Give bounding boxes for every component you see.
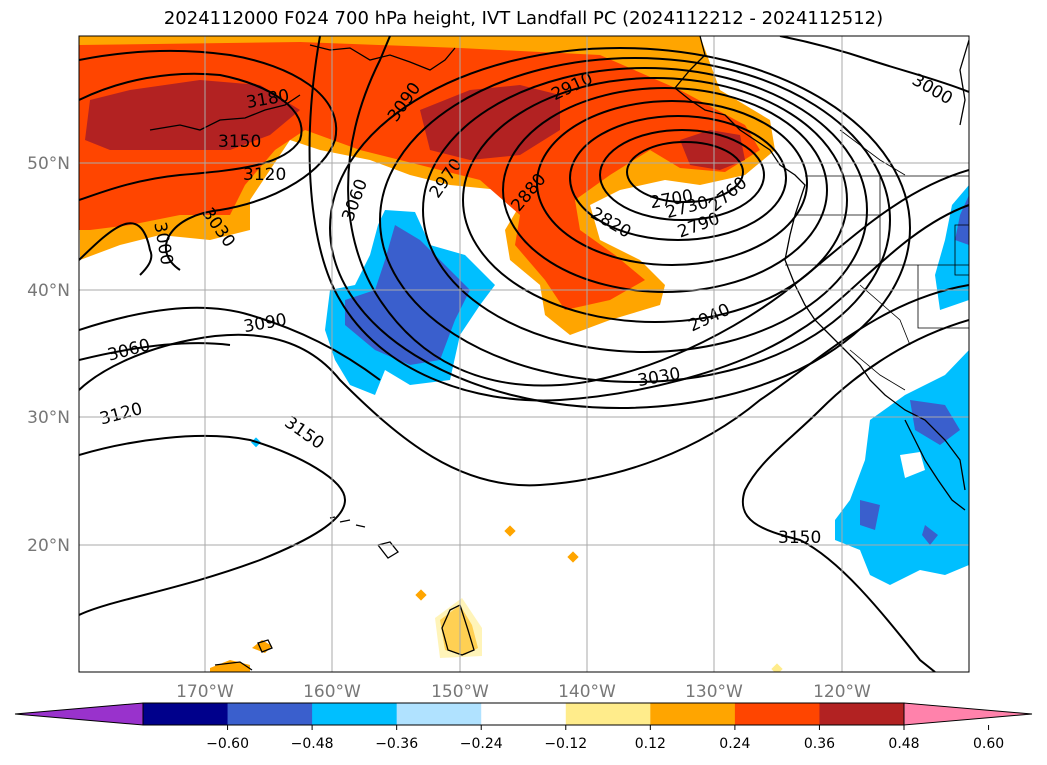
colorbar-frame [142, 702, 905, 726]
lat-tick-label: 50°N [27, 154, 70, 174]
colorbar-cell [734, 703, 820, 725]
lon-tick-label: 140°W [558, 682, 616, 702]
lon-tick-label: 150°W [431, 682, 489, 702]
colorbar-tick-label: −0.48 [291, 736, 334, 752]
colorbar-cell [819, 703, 905, 725]
lat-tick-label: 40°N [27, 281, 70, 301]
longitude-labels: 170°W 160°W 150°W 140°W 130°W 120°W [176, 682, 871, 702]
contour-label: 3150 [218, 132, 261, 152]
negative-anomaly-shading [251, 185, 969, 585]
colorbar-tick-label: 0.36 [804, 736, 835, 752]
lon-tick-label: 170°W [176, 682, 234, 702]
political-borders [785, 129, 969, 391]
map-area: 3180 3150 3120 3000 3030 3060 3090 2970 … [79, 36, 969, 672]
colorbar-cell [565, 703, 651, 725]
colorbar-cell [396, 703, 482, 725]
colorbar-cell [312, 703, 398, 725]
colorbar-tick-label: 0.48 [888, 736, 919, 752]
colorbar-tick-label: −0.24 [460, 736, 503, 752]
colorbar-ticks: −0.60 −0.48 −0.36 −0.24 −0.12 0.12 0.24 0.36 0.4… [206, 725, 1004, 752]
lon-tick-label: 120°W [813, 682, 871, 702]
map-title: 2024112000 F024 700 hPa height, IVT Land… [163, 8, 884, 29]
colorbar-tick-label: 0.60 [973, 736, 1004, 752]
positive-anomaly-shading [79, 36, 783, 672]
colorbar-tick-label: −0.36 [375, 736, 418, 752]
gridlines [79, 36, 969, 672]
colorbar-tick-label: −0.12 [544, 736, 587, 752]
colorbar-cell [143, 703, 229, 725]
colorbar: −0.60 −0.48 −0.36 −0.24 −0.12 0.12 0.24 0.36 0.4… [14, 702, 1033, 752]
lon-tick-label: 160°W [303, 682, 361, 702]
colorbar-cell [481, 703, 567, 725]
colorbar-cells [15, 703, 1032, 725]
lon-tick-label: 130°W [685, 682, 743, 702]
contour-label: 3150 [778, 528, 821, 548]
colorbar-cell [650, 703, 736, 725]
colorbar-tick-label: −0.60 [206, 736, 249, 752]
lat-tick-label: 20°N [27, 536, 70, 556]
contour-label: 3120 [243, 165, 286, 185]
colorbar-tick-label: 0.12 [635, 736, 666, 752]
latitude-labels: 50°N 40°N 30°N 20°N [27, 154, 70, 556]
lat-tick-label: 30°N [27, 408, 70, 428]
colorbar-extend-high [904, 703, 1032, 725]
height-contours [79, 36, 969, 672]
colorbar-cell [227, 703, 313, 725]
colorbar-extend-low [15, 703, 143, 725]
map-frame [78, 35, 970, 673]
coastlines [149, 36, 969, 671]
colorbar-tick-label: 0.24 [719, 736, 750, 752]
